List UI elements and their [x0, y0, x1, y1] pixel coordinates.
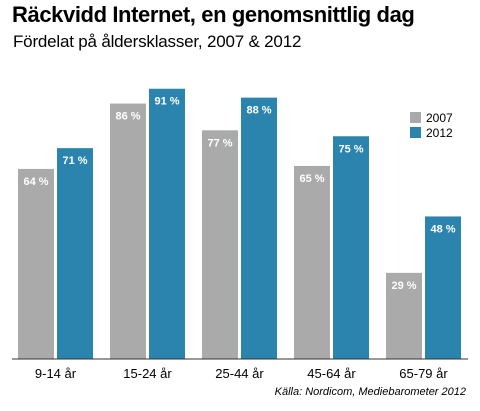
bar-2007-4 [294, 165, 330, 359]
data-label: 86 % [115, 111, 140, 123]
bar-2012-2 [149, 88, 185, 359]
bar-2007-5 [386, 272, 422, 359]
category-label: 45-64 år [307, 366, 356, 381]
category-label: 25-44 år [215, 366, 264, 381]
bar-2007-1 [18, 168, 54, 359]
data-label: 75 % [338, 143, 363, 155]
source-note: Källa: Nordicom, Mediebarometer 2012 [274, 386, 466, 398]
legend-swatch-2012 [410, 127, 421, 138]
data-label: 77 % [207, 137, 232, 149]
chart-subtitle: Fördelat på åldersklasser, 2007 & 2012 [13, 32, 302, 51]
category-label: 65-79 år [399, 366, 448, 381]
data-label: 71 % [62, 155, 87, 167]
category-label: 9-14 år [35, 366, 77, 381]
data-label: 65 % [299, 173, 324, 185]
data-label: 29 % [391, 280, 416, 292]
bar-2012-1 [57, 148, 93, 359]
data-label: 48 % [430, 223, 455, 235]
chart-title: Räckvidd Internet, en genomsnittlig dag [12, 2, 415, 27]
bar-2007-2 [110, 103, 146, 359]
legend-label-2012: 2012 [426, 126, 453, 140]
bar-2012-4 [333, 136, 369, 359]
data-label: 91 % [154, 96, 179, 108]
bar-2007-3 [202, 130, 238, 359]
bar-2012-3 [241, 97, 277, 359]
data-label: 88 % [246, 105, 271, 117]
category-label: 15-24 år [123, 366, 172, 381]
bar-2012-5 [425, 216, 461, 359]
data-label: 64 % [23, 176, 48, 188]
legend-swatch-2007 [410, 112, 421, 123]
legend-label-2007: 2007 [426, 111, 453, 125]
